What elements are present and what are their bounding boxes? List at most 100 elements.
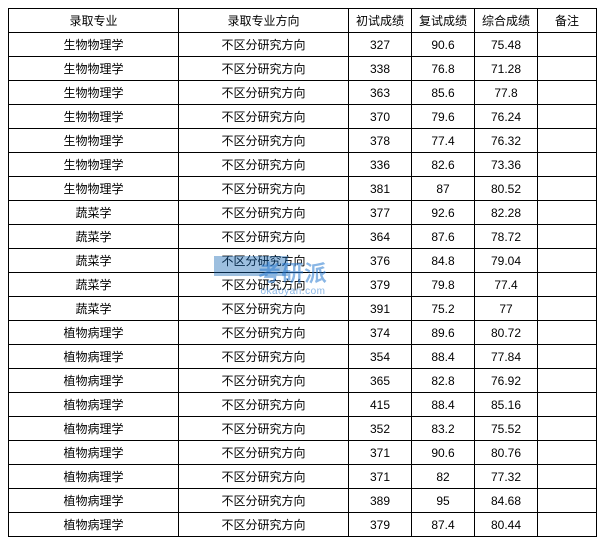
cell-direction: 不区分研究方向 [179,249,349,273]
cell-prelim: 327 [349,33,412,57]
cell-combined: 80.72 [475,321,538,345]
cell-major: 蔬菜学 [9,297,179,321]
cell-prelim: 363 [349,81,412,105]
cell-combined: 71.28 [475,57,538,81]
cell-prelim: 370 [349,105,412,129]
cell-combined: 78.72 [475,225,538,249]
cell-retest: 75.2 [412,297,475,321]
cell-combined: 82.28 [475,201,538,225]
cell-retest: 79.8 [412,273,475,297]
cell-retest: 77.4 [412,129,475,153]
cell-prelim: 378 [349,129,412,153]
cell-retest: 87 [412,177,475,201]
cell-direction: 不区分研究方向 [179,57,349,81]
table-row: 植物病理学不区分研究方向37987.480.44 [9,513,597,537]
cell-prelim: 354 [349,345,412,369]
cell-remark [538,465,597,489]
cell-direction: 不区分研究方向 [179,393,349,417]
cell-combined: 75.52 [475,417,538,441]
cell-prelim: 374 [349,321,412,345]
cell-remark [538,201,597,225]
cell-prelim: 376 [349,249,412,273]
col-header-direction: 录取专业方向 [179,9,349,33]
cell-remark [538,129,597,153]
cell-prelim: 338 [349,57,412,81]
cell-retest: 88.4 [412,345,475,369]
cell-remark [538,393,597,417]
cell-prelim: 336 [349,153,412,177]
cell-direction: 不区分研究方向 [179,465,349,489]
cell-retest: 89.6 [412,321,475,345]
cell-retest: 88.4 [412,393,475,417]
cell-remark [538,297,597,321]
table-row: 植物病理学不区分研究方向37489.680.72 [9,321,597,345]
cell-combined: 80.52 [475,177,538,201]
cell-retest: 95 [412,489,475,513]
cell-major: 植物病理学 [9,393,179,417]
table-row: 生物物理学不区分研究方向32790.675.48 [9,33,597,57]
cell-direction: 不区分研究方向 [179,201,349,225]
cell-major: 蔬菜学 [9,249,179,273]
table-row: 生物物理学不区分研究方向33876.871.28 [9,57,597,81]
cell-major: 生物物理学 [9,81,179,105]
cell-retest: 76.8 [412,57,475,81]
cell-major: 植物病理学 [9,513,179,537]
cell-major: 生物物理学 [9,33,179,57]
table-row: 植物病理学不区分研究方向3899584.68 [9,489,597,513]
cell-major: 生物物理学 [9,57,179,81]
cell-remark [538,33,597,57]
col-header-remark: 备注 [538,9,597,33]
cell-remark [538,105,597,129]
cell-retest: 85.6 [412,81,475,105]
cell-direction: 不区分研究方向 [179,153,349,177]
table-row: 植物病理学不区分研究方向36582.876.92 [9,369,597,393]
cell-combined: 79.04 [475,249,538,273]
cell-major: 植物病理学 [9,345,179,369]
col-header-prelim: 初试成绩 [349,9,412,33]
cell-remark [538,489,597,513]
cell-combined: 76.24 [475,105,538,129]
cell-combined: 76.32 [475,129,538,153]
cell-retest: 92.6 [412,201,475,225]
col-header-combined: 综合成绩 [475,9,538,33]
table-row: 蔬菜学不区分研究方向36487.678.72 [9,225,597,249]
table-row: 生物物理学不区分研究方向33682.673.36 [9,153,597,177]
cell-major: 蔬菜学 [9,273,179,297]
cell-prelim: 379 [349,273,412,297]
cell-retest: 90.6 [412,33,475,57]
cell-combined: 84.68 [475,489,538,513]
cell-remark [538,225,597,249]
cell-prelim: 379 [349,513,412,537]
cell-prelim: 415 [349,393,412,417]
table-row: 植物病理学不区分研究方向41588.485.16 [9,393,597,417]
table-row: 生物物理学不区分研究方向37079.676.24 [9,105,597,129]
admissions-table: 录取专业 录取专业方向 初试成绩 复试成绩 综合成绩 备注 生物物理学不区分研究… [8,8,597,537]
table-row: 蔬菜学不区分研究方向39175.277 [9,297,597,321]
cell-direction: 不区分研究方向 [179,369,349,393]
cell-major: 生物物理学 [9,153,179,177]
table-wrapper: 录取专业 录取专业方向 初试成绩 复试成绩 综合成绩 备注 生物物理学不区分研究… [8,8,596,537]
cell-direction: 不区分研究方向 [179,513,349,537]
table-row: 生物物理学不区分研究方向37877.476.32 [9,129,597,153]
cell-retest: 82 [412,465,475,489]
cell-prelim: 364 [349,225,412,249]
table-row: 植物病理学不区分研究方向35488.477.84 [9,345,597,369]
cell-combined: 85.16 [475,393,538,417]
cell-major: 植物病理学 [9,369,179,393]
cell-direction: 不区分研究方向 [179,177,349,201]
cell-prelim: 377 [349,201,412,225]
table-row: 植物病理学不区分研究方向37190.680.76 [9,441,597,465]
cell-major: 植物病理学 [9,489,179,513]
cell-remark [538,81,597,105]
table-row: 生物物理学不区分研究方向3818780.52 [9,177,597,201]
cell-prelim: 381 [349,177,412,201]
table-row: 蔬菜学不区分研究方向37792.682.28 [9,201,597,225]
cell-retest: 87.6 [412,225,475,249]
cell-major: 植物病理学 [9,417,179,441]
cell-retest: 90.6 [412,441,475,465]
cell-remark [538,273,597,297]
cell-combined: 77 [475,297,538,321]
cell-retest: 84.8 [412,249,475,273]
cell-direction: 不区分研究方向 [179,105,349,129]
table-row: 蔬菜学不区分研究方向37979.877.4 [9,273,597,297]
